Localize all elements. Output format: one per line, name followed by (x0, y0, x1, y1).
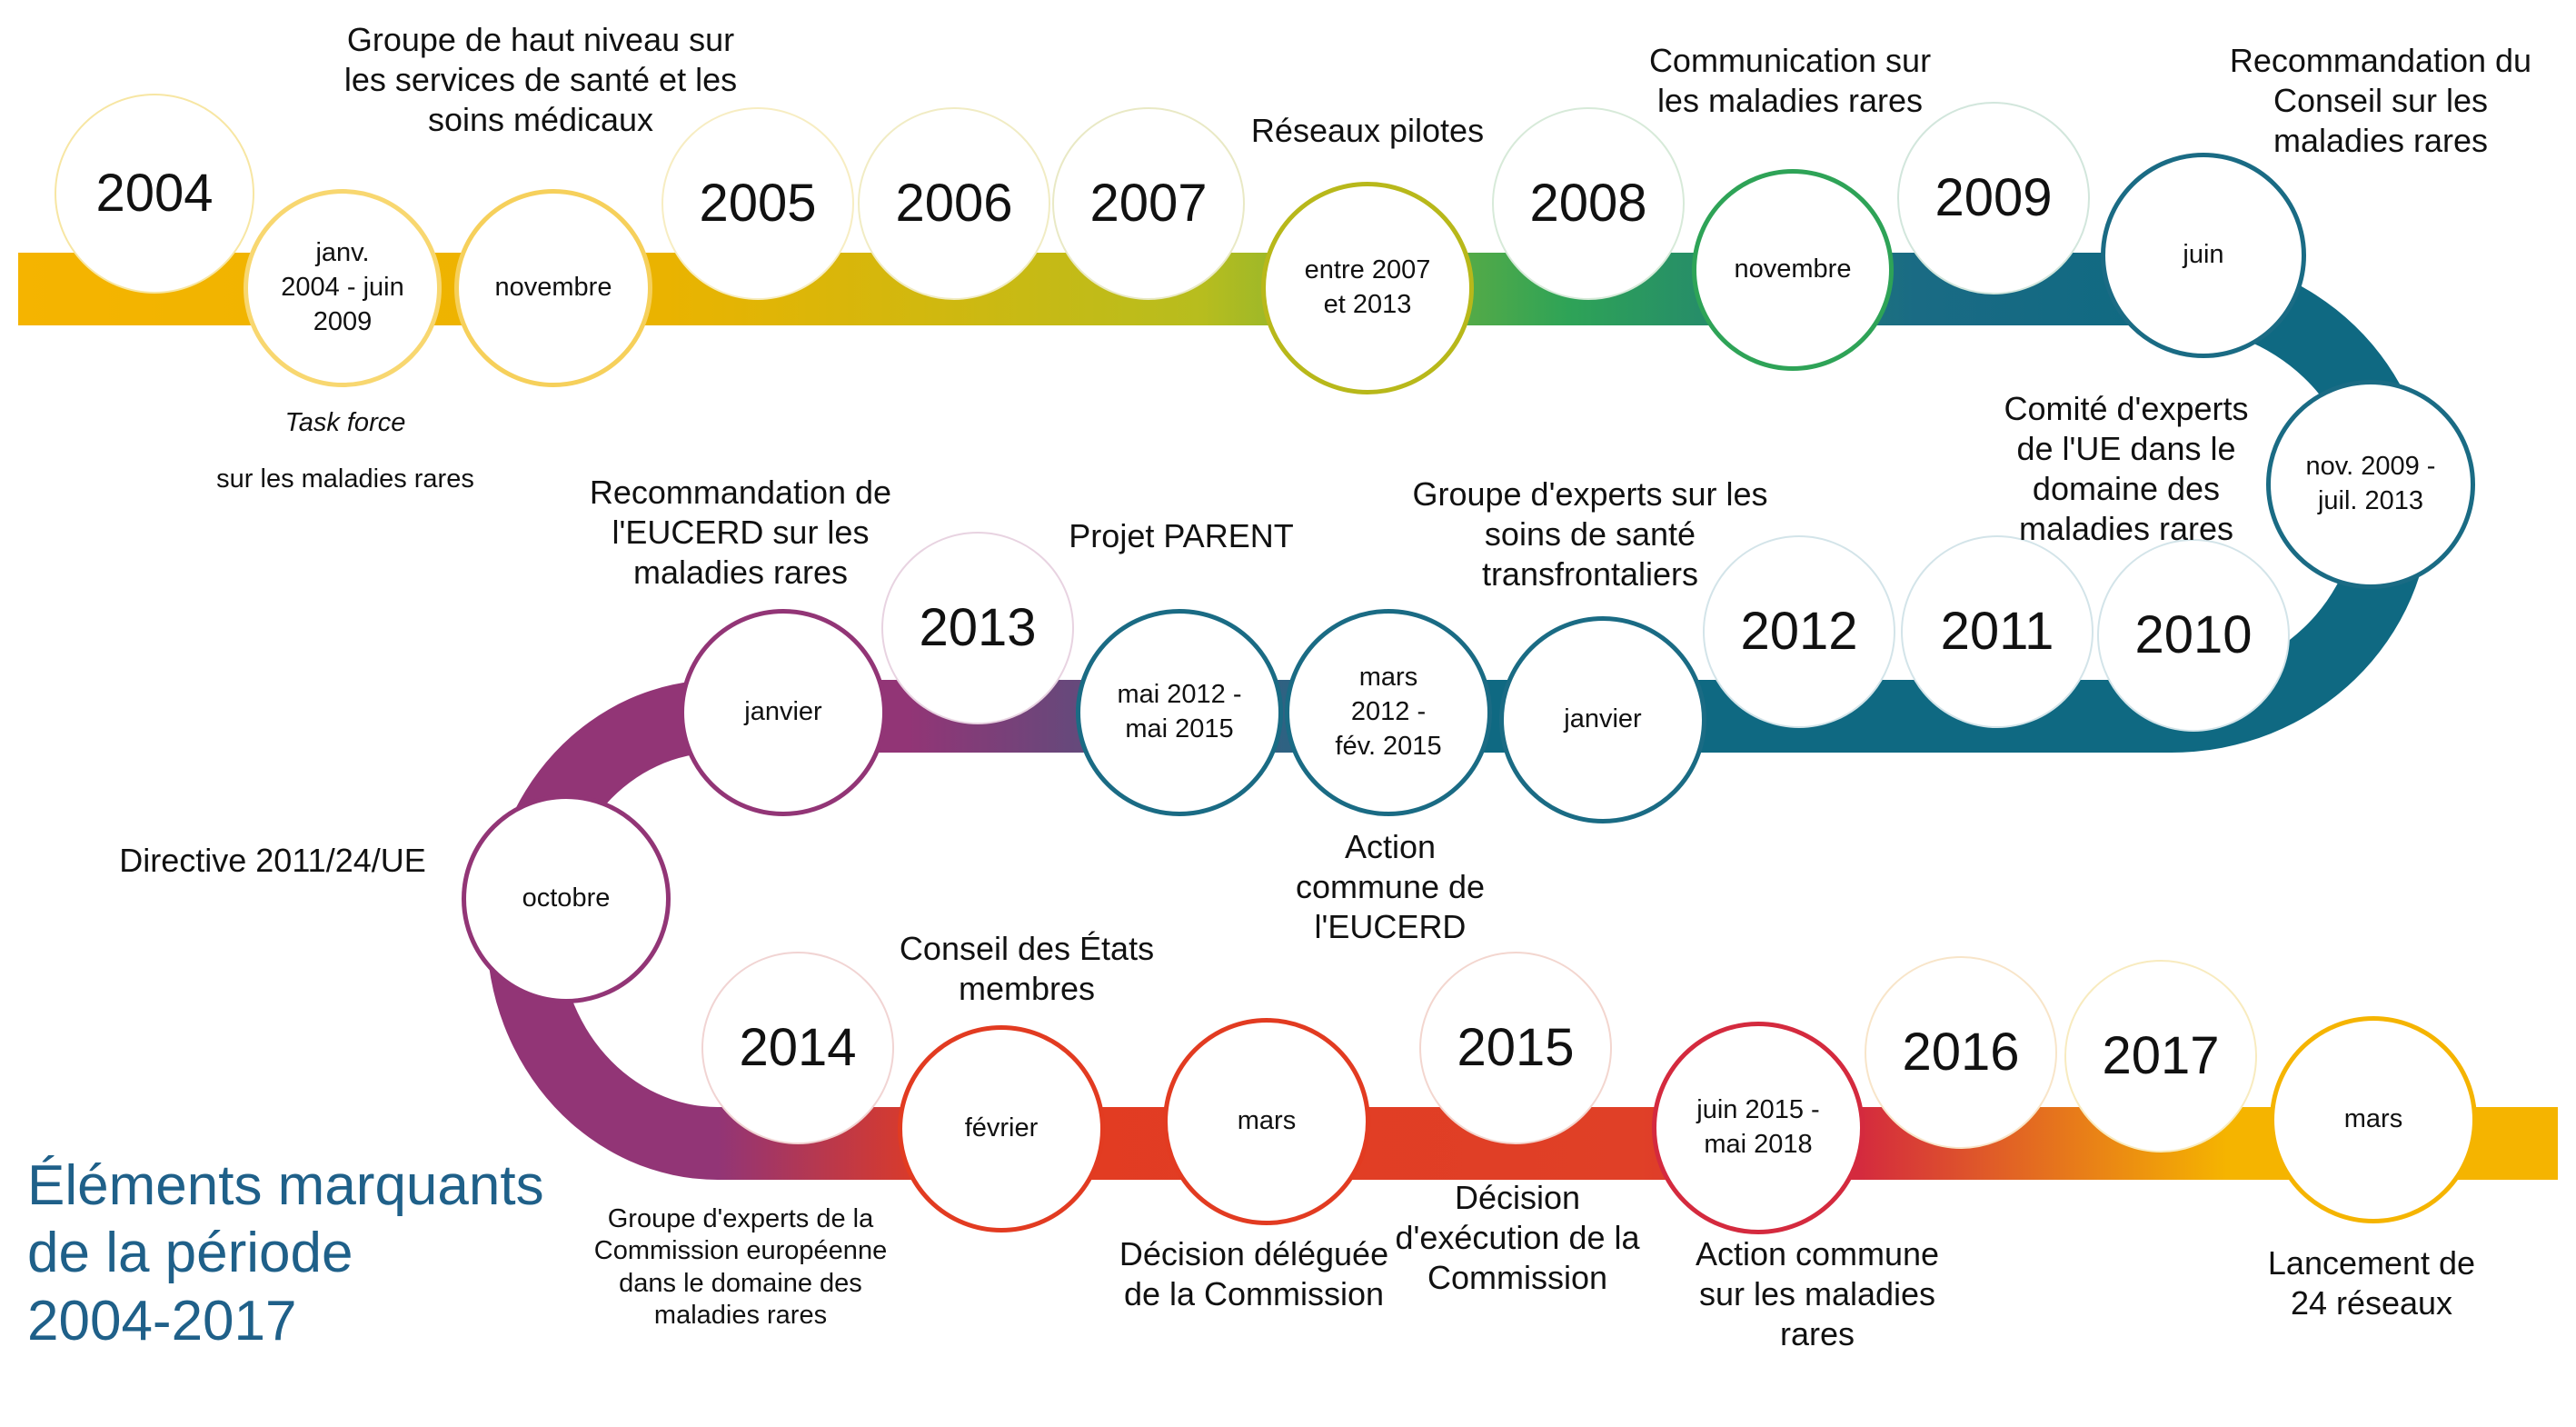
event-groupe-haut-niveau-label: Groupe de haut niveau sur les services d… (343, 21, 738, 138)
event-recommandation-conseil-date: juin (2101, 153, 2306, 358)
event-taskforce-label-italic: Task force (284, 408, 406, 437)
year-2004-circle: 2004 (55, 94, 254, 294)
event-recommandation-eucerd-date: janvier (680, 609, 887, 816)
year-2013-circle: 2013 (881, 532, 1074, 724)
event-recommandation-eucerd-label: Recommandation de l'EUCERD sur les malad… (589, 474, 892, 591)
event-groupe-commission-label: Groupe d'experts de la Commission europé… (593, 1204, 888, 1331)
year-2016-circle: 2016 (1865, 956, 2057, 1149)
event-action-commune-date: juin 2015 - mai 2018 (1652, 1022, 1865, 1234)
year-2007-circle: 2007 (1052, 107, 1245, 300)
event-conseil-etats-label: Conseil des États membres (899, 930, 1155, 1007)
event-reseaux-pilotes-label: Réseaux pilotes (1250, 112, 1485, 149)
event-projet-parent-date: mai 2012 - mai 2015 (1076, 609, 1283, 816)
year-2010-circle: 2010 (2097, 539, 2290, 732)
event-groupe-soins-transfrontaliers-label: Groupe d'experts sur les soins de santé … (1412, 475, 1768, 593)
event-reseaux-pilotes-date: entre 2007 et 2013 (1261, 182, 1474, 394)
event-action-eucerd-date: mars 2012 - fév. 2015 (1285, 609, 1492, 816)
year-2008-circle: 2008 (1492, 107, 1685, 300)
event-directive-label: Directive 2011/24/UE (119, 842, 426, 879)
event-directive-date: octobre (462, 794, 671, 1003)
event-lancement-date: mars (2270, 1016, 2477, 1223)
event-communication-label: Communication sur les maladies rares (1648, 42, 1932, 119)
year-2009-circle: 2009 (1897, 102, 2090, 294)
event-groupe-soins-transfrontaliers-date: janvier (1499, 616, 1706, 823)
event-decision-deleguee-label: Décision déléguée de la Commission (1119, 1235, 1389, 1312)
event-action-eucerd-label: Action commune de l'EUCERD (1295, 828, 1486, 945)
event-communication-date: novembre (1692, 169, 1894, 371)
year-2006-circle: 2006 (858, 107, 1050, 300)
year-2012-circle: 2012 (1703, 535, 1895, 728)
event-taskforce-date: janv. 2004 - juin 2009 (244, 189, 442, 387)
year-2005-circle: 2005 (661, 107, 854, 300)
event-comite-experts-label: Comité d'experts de l'UE dans le domaine… (2004, 390, 2249, 547)
event-groupe-commission-date: février (898, 1025, 1105, 1232)
event-taskforce-label: sur les maladies rares (216, 464, 474, 494)
event-conseil-etats-date: mars (1163, 1018, 1370, 1225)
event-action-commune-label: Action commune sur les maladies rares (1695, 1235, 1940, 1352)
year-2017-circle: 2017 (2064, 960, 2257, 1153)
year-2011-circle: 2011 (1901, 535, 2094, 728)
year-2015-circle: 2015 (1419, 952, 1612, 1144)
page-title: Éléments marquants de la période 2004-20… (27, 1154, 544, 1352)
event-comite-experts-date: nov. 2009 - juil. 2013 (2266, 380, 2475, 589)
event-recommandation-conseil-label: Recommandation du Conseil sur les maladi… (2229, 42, 2532, 159)
year-2014-circle: 2014 (701, 952, 894, 1144)
event-groupe-haut-niveau-date: novembre (454, 189, 652, 387)
event-decision-execution-label: Décision d'exécution de la Commission (1395, 1179, 1640, 1296)
event-projet-parent-label: Projet PARENT (1069, 517, 1294, 554)
event-lancement-label: Lancement de 24 réseaux (2267, 1244, 2476, 1322)
